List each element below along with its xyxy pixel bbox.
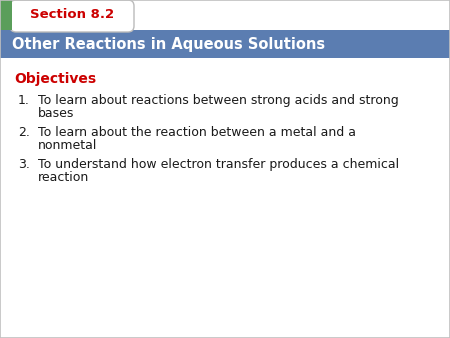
Text: To learn about reactions between strong acids and strong: To learn about reactions between strong … — [38, 94, 399, 107]
Text: To understand how electron transfer produces a chemical: To understand how electron transfer prod… — [38, 158, 399, 171]
Text: 3.: 3. — [18, 158, 30, 171]
Text: Other Reactions in Aqueous Solutions: Other Reactions in Aqueous Solutions — [12, 37, 325, 51]
Text: 1.: 1. — [18, 94, 30, 107]
Bar — [0, 30, 450, 58]
Text: Objectives: Objectives — [14, 72, 96, 86]
Text: Section 8.2: Section 8.2 — [30, 8, 114, 22]
FancyBboxPatch shape — [10, 0, 134, 32]
Text: 2.: 2. — [18, 126, 30, 139]
Text: reaction: reaction — [38, 171, 89, 184]
Text: nonmetal: nonmetal — [38, 139, 97, 152]
Text: bases: bases — [38, 107, 74, 120]
Text: To learn about the reaction between a metal and a: To learn about the reaction between a me… — [38, 126, 356, 139]
Bar — [0, 0, 12, 30]
